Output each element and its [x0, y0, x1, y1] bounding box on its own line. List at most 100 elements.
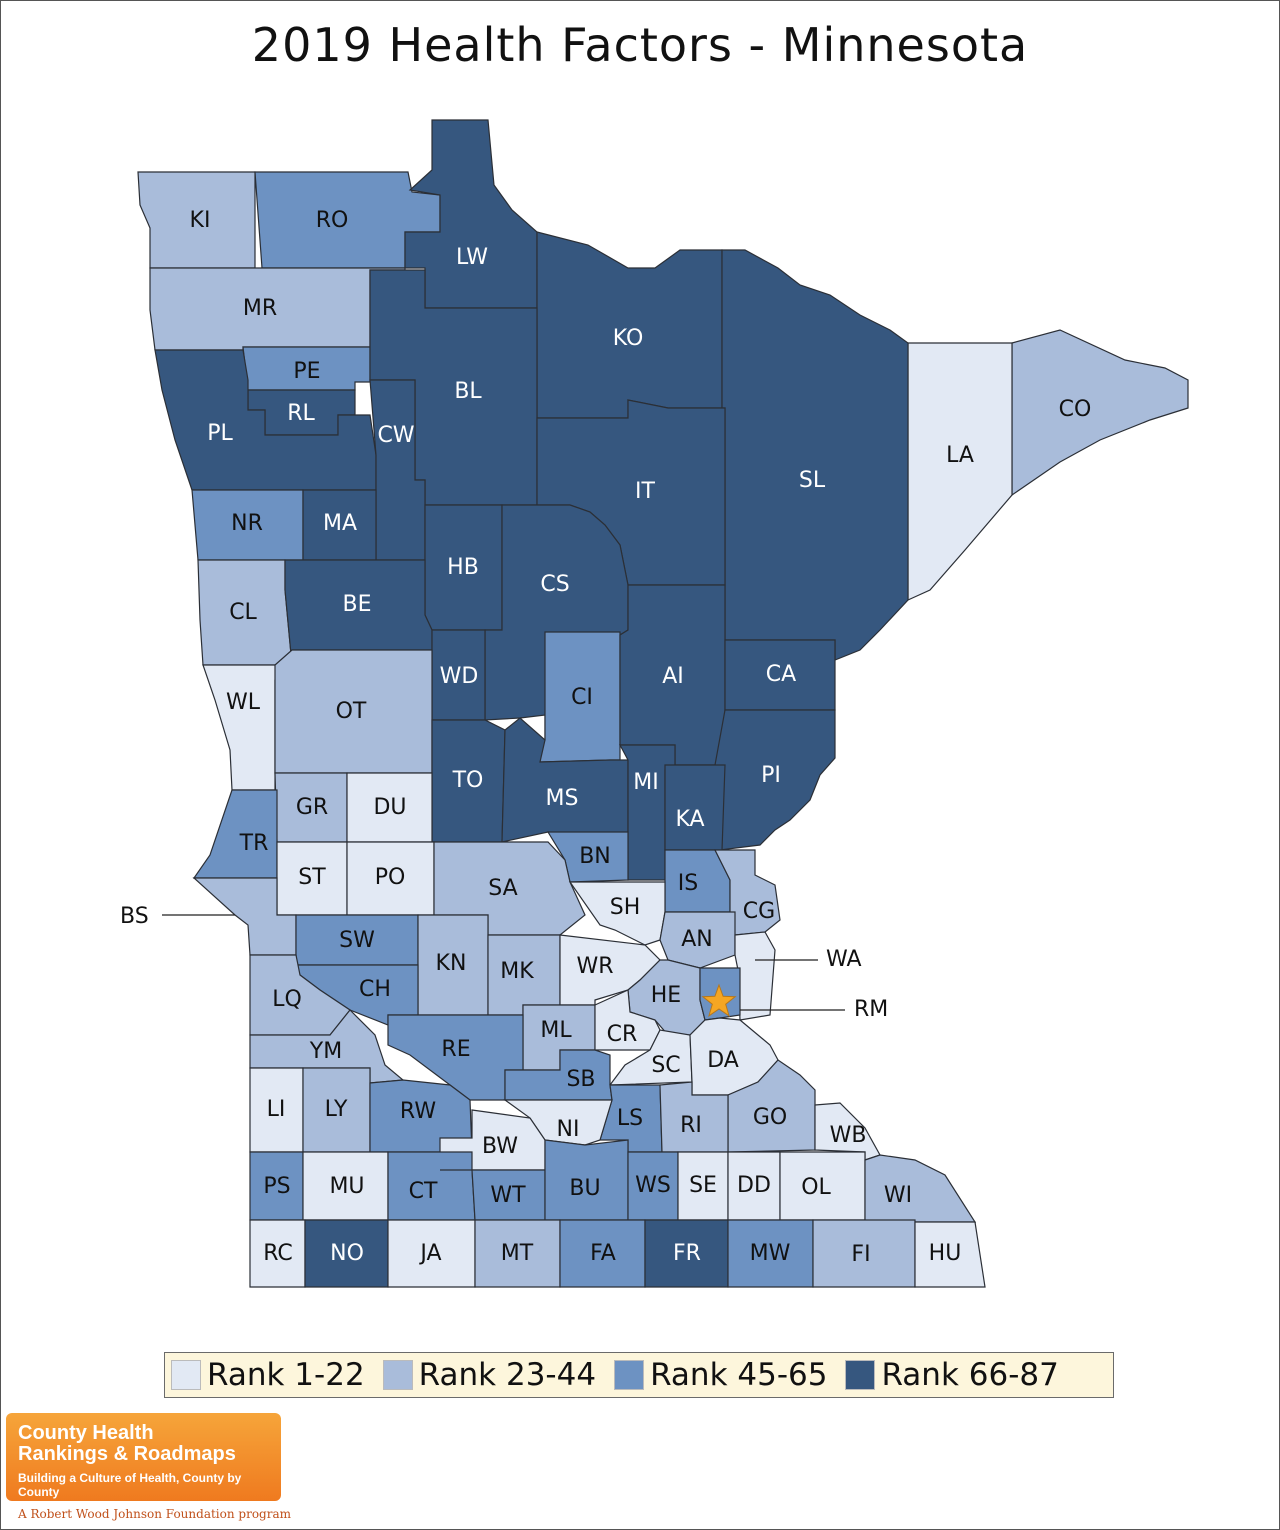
county-label-ci: CI [571, 685, 593, 710]
county-label-ki: KI [190, 208, 211, 233]
county-label-ka: KA [675, 807, 704, 832]
county-label-cl: CL [229, 600, 257, 625]
county-label-rm: RM [854, 997, 888, 1022]
county-label-da: DA [707, 1048, 739, 1073]
county-label-fi: FI [851, 1242, 870, 1267]
county-label-rw: RW [400, 1099, 436, 1124]
legend-label: Rank 66-87 [881, 1357, 1059, 1393]
county-ko [536, 231, 723, 419]
county-hu [914, 1221, 986, 1288]
county-label-ls: LS [617, 1106, 643, 1131]
county-label-cs: CS [540, 572, 569, 597]
county-la [907, 342, 1013, 601]
county-label-fr: FR [673, 1241, 701, 1266]
county-re [387, 1014, 524, 1101]
legend-item-rank-45-65: Rank 45-65 [614, 1357, 827, 1393]
legend-label: Rank 1-22 [207, 1357, 365, 1393]
map-title: 2019 Health Factors - Minnesota [251, 18, 1029, 72]
county-label-no: NO [330, 1241, 364, 1266]
county-label-go: GO [753, 1105, 787, 1130]
county-label-be: BE [343, 592, 372, 617]
county-label-ch: CH [359, 977, 391, 1002]
logo-line-2: Rankings & Roadmaps [18, 1443, 236, 1465]
legend-swatch [382, 1360, 413, 1390]
county-sl [721, 249, 909, 661]
county-label-ni: NI [557, 1117, 580, 1142]
county-label-wi: WI [884, 1183, 912, 1208]
county-label-bn: BN [579, 844, 611, 869]
county-label-sh: SH [610, 895, 641, 920]
county-bn [546, 831, 629, 883]
county-label-ml: ML [540, 1018, 572, 1043]
county-label-kn: KN [436, 951, 467, 976]
county-label-wb: WB [830, 1123, 867, 1148]
county-label-co: CO [1059, 397, 1092, 422]
county-label-sl: SL [799, 468, 826, 493]
county-label-ps: PS [263, 1174, 290, 1199]
legend-item-rank-23-44: Rank 23-44 [382, 1357, 597, 1393]
county-sh [568, 881, 666, 946]
county-ms [501, 717, 629, 846]
county-lw [404, 119, 538, 309]
county-label-nr: NR [231, 511, 263, 536]
county-label-sa: SA [488, 876, 517, 901]
county-label-ro: RO [316, 208, 349, 233]
county-label-hu: HU [929, 1241, 962, 1266]
county-label-an: AN [681, 927, 713, 952]
county-label-mi: MI [633, 770, 658, 795]
county-label-is: IS [678, 871, 698, 896]
county-label-mu: MU [329, 1174, 364, 1199]
county-label-wd: WD [440, 664, 479, 689]
county-label-st: ST [298, 865, 326, 890]
county-pl [154, 349, 377, 491]
county-label-la: LA [946, 443, 974, 468]
legend-label: Rank 45-65 [650, 1357, 828, 1393]
county-label-lw: LW [456, 245, 488, 270]
county-label-ko: KO [613, 326, 644, 351]
county-label-ma: MA [323, 511, 357, 536]
county-label-rl: RL [287, 401, 315, 426]
county-label-cg: CG [743, 899, 775, 924]
state-capital-star-icon [701, 983, 737, 1017]
county-label-ol: OL [801, 1175, 831, 1200]
county-label-wr: WR [576, 954, 613, 979]
county-label-sw: SW [339, 928, 375, 953]
legend-swatch [171, 1360, 201, 1390]
county-label-hb: HB [447, 555, 479, 580]
county-health-rankings-logo: County Health Rankings & Roadmaps Buildi… [6, 1413, 281, 1501]
county-label-dd: DD [737, 1173, 771, 1198]
county-label-sb: SB [566, 1067, 595, 1092]
county-label-fa: FA [590, 1241, 616, 1266]
county-label-bu: BU [569, 1176, 600, 1201]
county-label-ri: RI [680, 1113, 702, 1138]
logo-tagline: Building a Culture of Health, County by … [18, 1471, 242, 1499]
legend-swatch [614, 1360, 645, 1390]
county-label-mr: MR [243, 296, 277, 321]
county-label-mk: MK [500, 959, 534, 984]
county-label-pe: PE [293, 359, 320, 384]
county-label-mw: MW [750, 1241, 791, 1266]
county-label-cr: CR [607, 1022, 638, 1047]
county-label-ai: AI [662, 664, 684, 689]
county-label-ms: MS [546, 786, 579, 811]
rwjf-credit: A Robert Wood Johnson Foundation program [18, 1507, 291, 1521]
county-label-ca: CA [766, 662, 796, 687]
county-wi [864, 1154, 977, 1223]
county-label-cw: CW [377, 423, 414, 448]
legend-label: Rank 23-44 [418, 1357, 597, 1393]
legend-swatch [845, 1360, 876, 1390]
county-wa [734, 931, 776, 1021]
county-label-wt: WT [490, 1183, 526, 1208]
legend-item-rank-66-87: Rank 66-87 [845, 1357, 1059, 1393]
legend: Rank 1-22 Rank 23-44 Rank 45-65 Rank 66-… [164, 1352, 1114, 1398]
county-label-wl: WL [226, 690, 261, 715]
county-label-pl: PL [207, 421, 233, 446]
county-label-mt: MT [501, 1241, 534, 1266]
county-label-rc: RC [263, 1241, 293, 1266]
county-cr [594, 989, 661, 1051]
minnesota-county-map: KI RO LW MR KO PE RL PL BL CW CO LA SL IT NR MA HB CS CL BE… [120, 119, 1189, 1288]
county-label-gr: GR [296, 795, 328, 820]
county-label-bl: BL [454, 379, 482, 404]
county-label-ja: JA [418, 1241, 441, 1266]
county-label-it: IT [635, 479, 655, 504]
